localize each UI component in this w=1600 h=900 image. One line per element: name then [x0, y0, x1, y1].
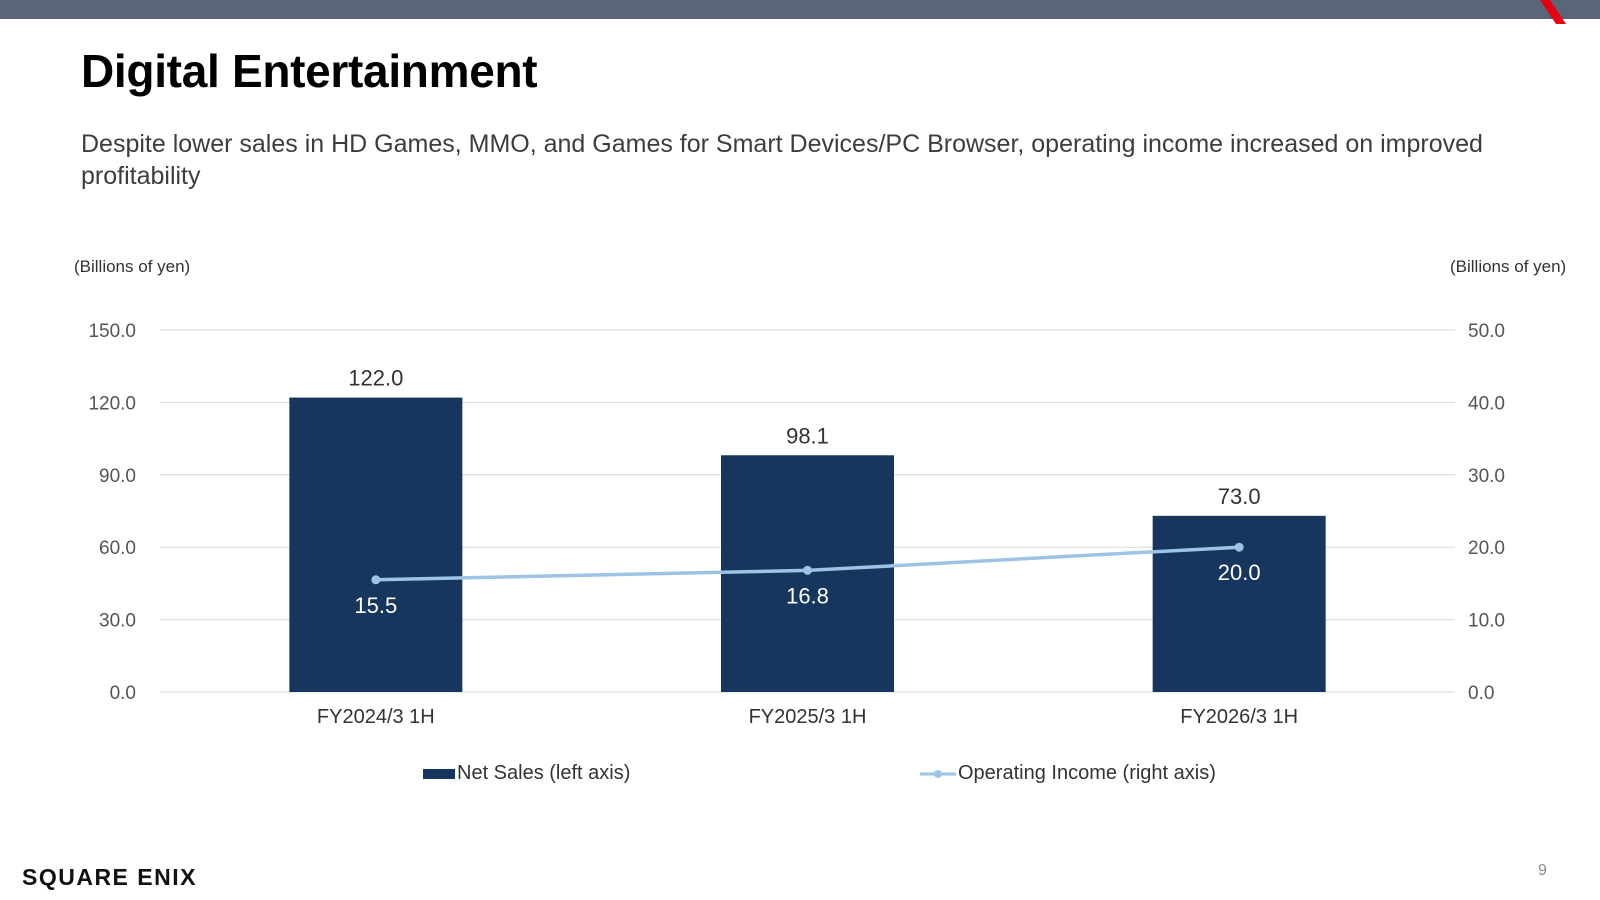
left-axis-tick-label: 120.0	[88, 393, 136, 414]
square-enix-logo: SQUARE ENIX	[22, 864, 197, 890]
slide-subtitle: Despite lower sales in HD Games, MMO, an…	[81, 130, 1483, 190]
right-axis-tick-label: 0.0	[1468, 683, 1494, 704]
left-axis-tick-label: 30.0	[99, 611, 136, 632]
line-point-operating-income	[371, 575, 381, 585]
legend-net-sales-label: Net Sales (left axis)	[457, 762, 631, 784]
bar-data-label: 73.0	[1218, 484, 1261, 509]
left-axis-tick-label: 150.0	[88, 321, 136, 342]
legend-operating-income-label: Operating Income (right axis)	[958, 762, 1216, 784]
corner-accent-mark	[1540, 0, 1566, 24]
right-axis-tick-label: 20.0	[1468, 538, 1505, 559]
x-axis-category-label: FY2024/3 1H	[317, 706, 435, 728]
line-point-operating-income	[1234, 542, 1244, 552]
legend-line-swatch	[920, 769, 956, 778]
line-data-label: 20.0	[1218, 560, 1261, 585]
x-axis-category-label: FY2026/3 1H	[1180, 706, 1298, 728]
bar-net-sales	[1152, 515, 1326, 692]
slide-title: Digital Entertainment	[81, 45, 538, 97]
bar-data-label: 122.0	[348, 366, 403, 391]
legend-net-sales: Net Sales (left axis)	[423, 762, 630, 785]
left-axis-tick-label: 60.0	[99, 538, 136, 559]
left-axis-tick-label: 0.0	[110, 683, 136, 704]
line-data-label: 15.5	[354, 593, 397, 618]
page-number: 9	[1538, 862, 1547, 879]
right-axis-tick-label: 50.0	[1468, 321, 1505, 342]
right-axis-unit-label: (Billions of yen)	[1450, 257, 1567, 276]
bar-data-label: 98.1	[786, 423, 829, 448]
line-point-operating-income	[803, 565, 812, 575]
right-axis-tick-label: 40.0	[1468, 393, 1505, 414]
legend-operating-income: Operating Income (right axis)	[920, 762, 1216, 785]
bar-net-sales	[289, 397, 463, 692]
right-axis-tick-label: 10.0	[1468, 611, 1505, 632]
legend-bar-swatch	[423, 768, 455, 779]
x-axis-category-label: FY2025/3 1H	[749, 706, 867, 728]
left-axis-tick-label: 90.0	[99, 466, 136, 487]
combo-chart: 0.0 30.0 60.0 90.0 120.0 150.0 0.0 10.0 20.0 30.0…	[88, 321, 1505, 728]
top-header-bar	[0, 0, 1600, 19]
left-axis-unit-label: (Billions of yen)	[74, 257, 191, 276]
line-data-label: 16.8	[786, 583, 829, 608]
right-axis-tick-label: 30.0	[1468, 466, 1505, 487]
